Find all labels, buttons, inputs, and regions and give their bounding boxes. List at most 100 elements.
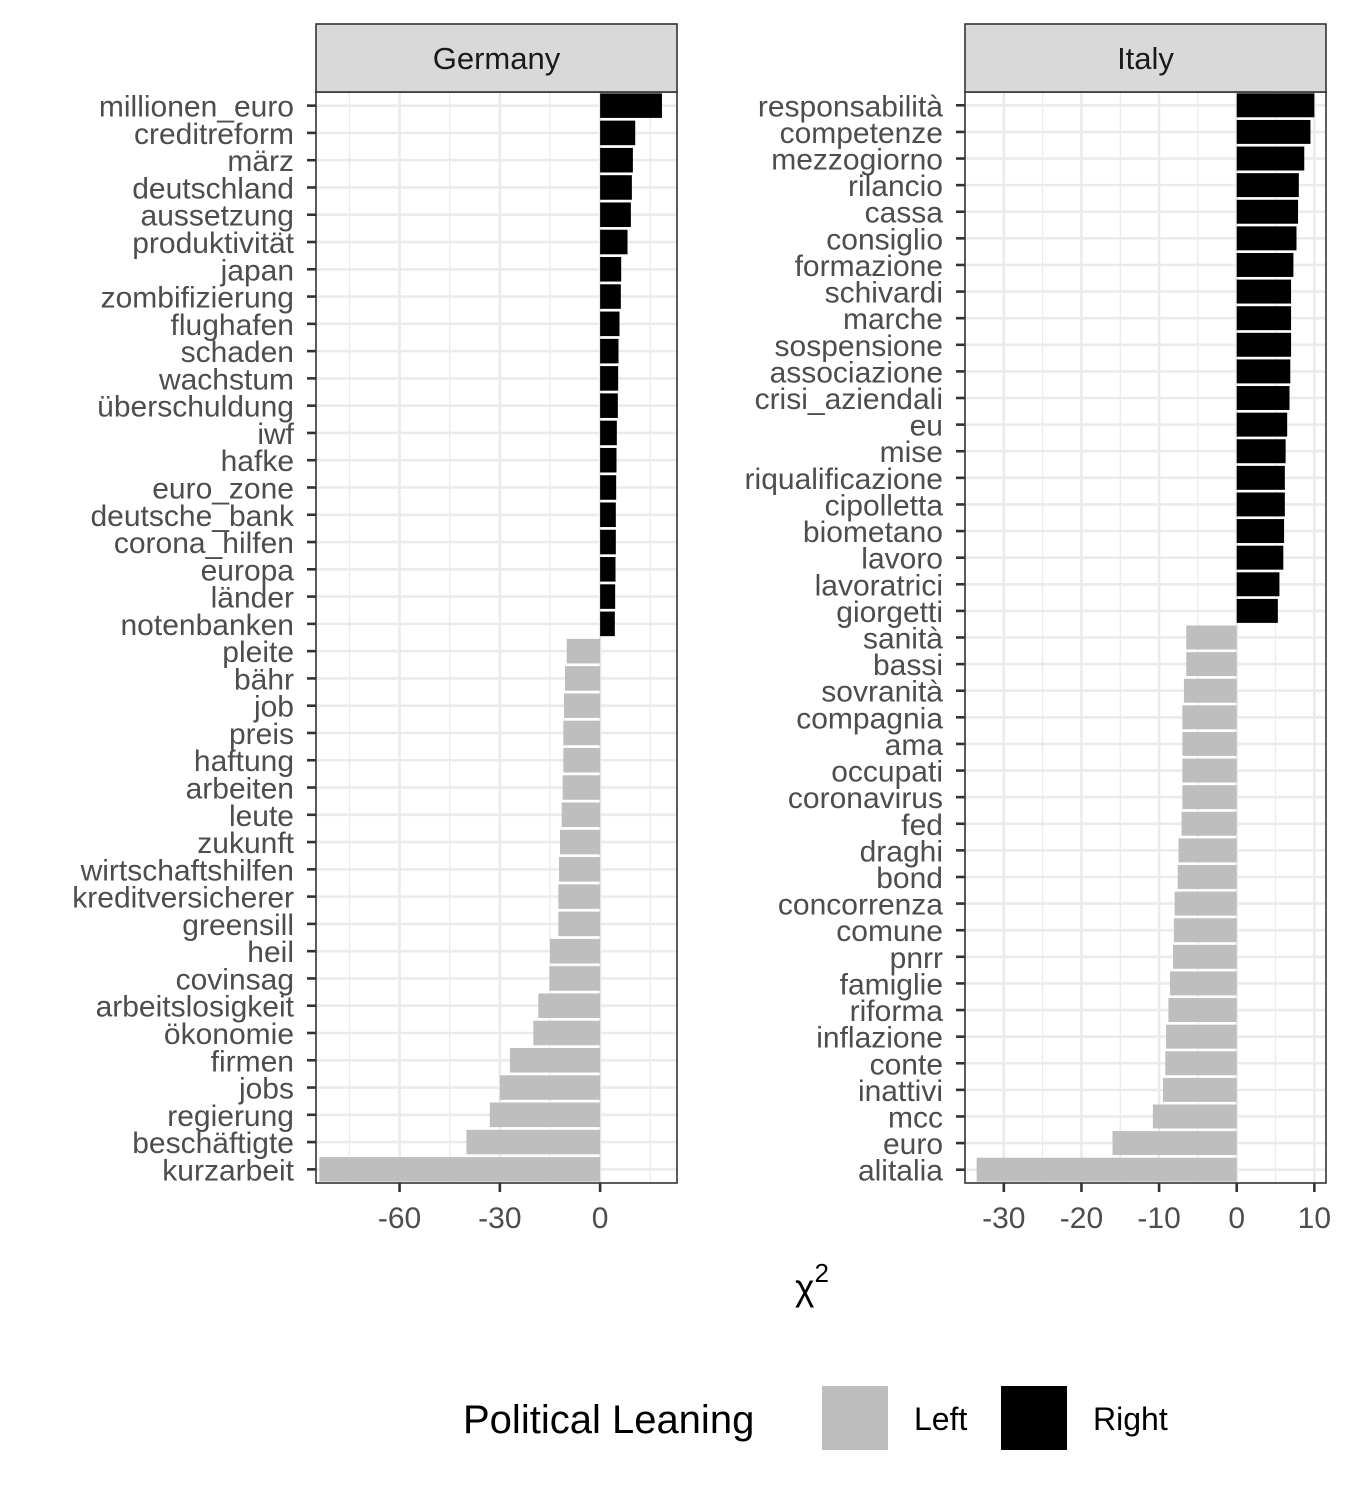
bar-alitalia bbox=[976, 1157, 1237, 1182]
y-tick-label: schivardi bbox=[825, 277, 943, 310]
bar-marche bbox=[1236, 306, 1292, 331]
y-tick-label: competenze bbox=[780, 117, 943, 150]
facet-strip-label: Germany bbox=[433, 41, 561, 76]
y-tick-label: concorrenza bbox=[778, 889, 943, 922]
panel-germany: Germanymillionen_eurocreditreformmärzdeu… bbox=[72, 23, 678, 1235]
y-tick-label: marche bbox=[843, 303, 943, 336]
y-tick-label: sospensione bbox=[775, 330, 943, 363]
y-tick-label: hafke bbox=[221, 445, 294, 478]
bar-kreditversicherer bbox=[558, 884, 601, 909]
bar-corona_hilfen bbox=[600, 529, 616, 555]
y-tick-label: ama bbox=[885, 729, 944, 762]
bar-riqualificazione bbox=[1236, 465, 1285, 490]
bar-job bbox=[564, 693, 601, 718]
x-axis-title-superscript: 2 bbox=[814, 1258, 828, 1288]
bar-haftung bbox=[563, 747, 601, 773]
y-tick-label: crisi_aziendali bbox=[755, 383, 943, 416]
y-tick-label: corona_hilfen bbox=[114, 527, 294, 560]
y-tick-label: deutschland bbox=[132, 172, 294, 205]
y-tick-label: zombifizierung bbox=[101, 282, 294, 315]
y-tick-label: inflazione bbox=[816, 1022, 943, 1055]
y-tick-label: compagnia bbox=[796, 702, 943, 735]
bar-sovranità bbox=[1183, 678, 1237, 703]
y-tick-label: millionen_euro bbox=[99, 91, 294, 124]
bar-japan bbox=[600, 257, 622, 282]
bar-bond bbox=[1177, 865, 1237, 889]
bar-zombifizierung bbox=[600, 284, 621, 309]
bar-bähr bbox=[565, 666, 601, 691]
y-tick-label: sovranità bbox=[821, 676, 943, 709]
legend-title: Political Leaning bbox=[463, 1398, 754, 1442]
y-tick-label: deutsche_bank bbox=[91, 500, 295, 533]
bar-schaden bbox=[600, 338, 619, 364]
bar-iwf bbox=[600, 420, 617, 446]
y-tick-label: produktivität bbox=[132, 227, 294, 260]
y-tick-label: mezzogiorno bbox=[771, 144, 943, 177]
y-tick-label: euro bbox=[883, 1128, 943, 1161]
x-tick-label: -10 bbox=[1137, 1202, 1180, 1235]
y-tick-label: jobs bbox=[238, 1073, 294, 1106]
y-tick-label: kreditversicherer bbox=[72, 882, 294, 915]
y-tick-label: pleite bbox=[222, 636, 294, 669]
y-tick-label: alitalia bbox=[858, 1155, 943, 1188]
bar-deutschland bbox=[600, 175, 632, 200]
y-tick-label: draghi bbox=[860, 835, 943, 868]
bar-draghi bbox=[1178, 838, 1237, 863]
bar-jobs bbox=[499, 1075, 601, 1100]
bar-regierung bbox=[489, 1102, 601, 1128]
bar-europa bbox=[600, 557, 616, 582]
y-tick-label: länder bbox=[211, 582, 294, 615]
y-tick-label: preis bbox=[229, 718, 294, 751]
bar-euro_zone bbox=[600, 475, 617, 500]
y-tick-label: flughafen bbox=[171, 309, 294, 342]
x-tick-label: 10 bbox=[1298, 1202, 1331, 1235]
x-tick-label: -30 bbox=[982, 1202, 1025, 1235]
y-tick-label: beschäftigte bbox=[132, 1127, 294, 1160]
bar-zukunft bbox=[560, 829, 601, 855]
bar-heil bbox=[549, 938, 601, 964]
y-tick-label: covinsag bbox=[176, 963, 294, 996]
x-tick-label: -30 bbox=[478, 1202, 521, 1235]
bar-bassi bbox=[1186, 652, 1237, 677]
y-tick-label: märz bbox=[227, 145, 294, 178]
bar-giorgetti bbox=[1236, 598, 1278, 623]
bar-creditreform bbox=[600, 120, 636, 146]
y-tick-label: japan bbox=[220, 254, 294, 287]
bar-sanità bbox=[1186, 625, 1237, 650]
y-tick-label: leute bbox=[229, 800, 294, 833]
bar-leute bbox=[561, 802, 601, 828]
bar-produktivität bbox=[600, 229, 628, 255]
y-tick-label: cipolletta bbox=[825, 489, 944, 522]
facet-strip bbox=[964, 23, 1327, 93]
legend: Political Leaning Left Right bbox=[463, 1386, 1168, 1450]
bar-flughafen bbox=[600, 311, 620, 337]
y-tick-label: kurzarbeit bbox=[162, 1154, 294, 1187]
bar-märz bbox=[600, 147, 633, 173]
panel-italy: Italy responsabilitàcompetenzemezzogiorno… bbox=[745, 23, 1331, 1235]
y-tick-label: aussetzung bbox=[141, 200, 294, 233]
y-tick-label: wachstum bbox=[158, 363, 294, 396]
x-axis-title: χ2 bbox=[795, 1258, 829, 1308]
facet-strip-label: Italy bbox=[1117, 41, 1174, 76]
y-tick-label: sanità bbox=[863, 623, 943, 656]
bar-greensill bbox=[558, 911, 601, 937]
y-tick-label: coronavirus bbox=[788, 782, 943, 815]
bar-inflazione bbox=[1166, 1024, 1237, 1049]
legend-label-right: Right bbox=[1093, 1401, 1168, 1437]
y-tick-label: lavoro bbox=[861, 543, 943, 576]
y-tick-label: notenbanken bbox=[121, 609, 295, 642]
facet-strip bbox=[315, 23, 678, 93]
y-tick-label: comune bbox=[836, 915, 943, 948]
bar-schivardi bbox=[1236, 279, 1292, 304]
bar-inattivi bbox=[1162, 1077, 1237, 1102]
bar-arbeiten bbox=[562, 775, 601, 800]
y-tick-label: riqualificazione bbox=[745, 463, 943, 496]
bar-comune bbox=[1173, 918, 1237, 943]
bar-hafke bbox=[600, 447, 617, 473]
bar-compagnia bbox=[1182, 705, 1237, 730]
y-tick-label: überschuldung bbox=[97, 391, 294, 424]
y-tick-label: bassi bbox=[873, 649, 943, 682]
y-tick-label: riforma bbox=[850, 995, 944, 1028]
bar-formazione bbox=[1236, 252, 1294, 277]
